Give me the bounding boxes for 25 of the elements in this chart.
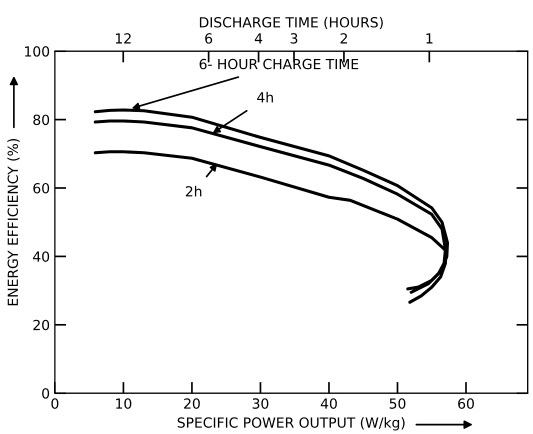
x-tick-label: 20	[184, 398, 200, 409]
x2-tick-label: 4	[254, 33, 262, 44]
x2-tick-label: 6	[205, 33, 212, 44]
x-tick-label: 0	[51, 398, 58, 409]
y-tick-label: 20	[33, 320, 50, 330]
y-axis-title: ENERGY EFFICIENCY (%)	[7, 139, 20, 306]
x2-tick-label: 12	[116, 33, 131, 44]
annotation: 4h	[257, 92, 273, 102]
x-tick-label: 30	[252, 398, 268, 409]
x2-tick-label: 1	[426, 33, 432, 44]
y-tick-label: 80	[33, 114, 50, 126]
x-tick-label: 60	[458, 398, 474, 409]
x2-axis-title: DISCHARGE TIME (HOURS)	[200, 16, 383, 30]
annotation: 6- HOUR CHARGE TIME	[200, 58, 358, 70]
x2-tick-label: 2	[340, 33, 347, 44]
y-tick-label: 60	[33, 182, 50, 194]
x-tick-label: 10	[116, 398, 132, 409]
x-axis-title: SPECIFIC POWER OUTPUT (W/kg)	[178, 417, 405, 431]
x-tick-label: 40	[320, 398, 337, 409]
x2-tick-label: 3	[290, 33, 298, 44]
x-tick-label: 50	[390, 398, 406, 409]
y-tick-label: 40	[33, 251, 50, 262]
annotation: 2h	[186, 186, 202, 196]
y-tick-label: 100	[25, 46, 50, 57]
y-tick-label: 0	[42, 388, 50, 399]
